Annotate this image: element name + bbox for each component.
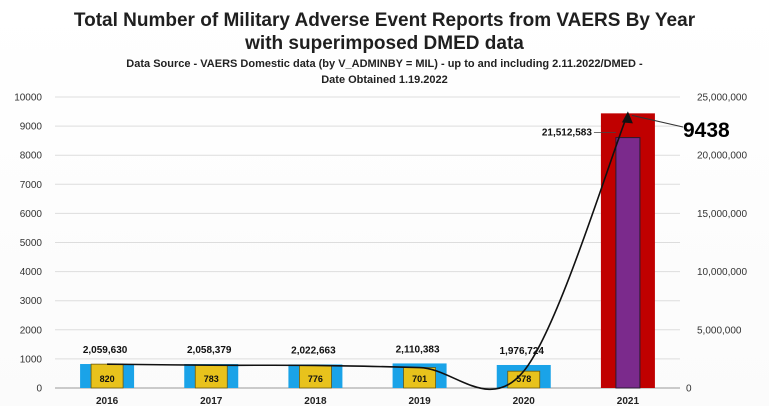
x-tick-label: 2019 bbox=[408, 396, 431, 406]
dmed-value-label: 2,058,379 bbox=[187, 345, 232, 356]
x-tick-label: 2021 bbox=[617, 396, 640, 406]
y-left-tick-label: 2000 bbox=[20, 325, 43, 336]
x-tick-label: 2017 bbox=[200, 396, 223, 406]
bar-dmed-2021 bbox=[615, 137, 641, 389]
y-right-tick-label: 0 bbox=[686, 384, 692, 395]
y-left-tick-label: 0 bbox=[36, 384, 42, 395]
chart-title-line2: with superimposed DMED data bbox=[245, 33, 524, 54]
vaers-value-label: 776 bbox=[308, 374, 323, 384]
y-right-tick-label: 20,000,000 bbox=[697, 151, 747, 162]
dmed-value-label: 2,110,383 bbox=[396, 344, 440, 355]
y-left-tick-label: 7000 bbox=[20, 180, 43, 191]
vaers-2021-value-label: 9438 bbox=[683, 119, 730, 142]
vaers-value-label: 578 bbox=[516, 374, 531, 384]
x-tick-label: 2016 bbox=[96, 396, 119, 406]
dmed-value-label: 2,059,630 bbox=[83, 345, 128, 356]
callout-leader bbox=[631, 114, 684, 128]
chart-subtitle-line2: Date Obtained 1.19.2022 bbox=[321, 74, 448, 86]
y-left-tick-label: 5000 bbox=[20, 238, 43, 249]
y-right-tick-label: 25,000,000 bbox=[697, 93, 747, 104]
y-left-tick-label: 6000 bbox=[20, 209, 43, 220]
y-left-tick-label: 3000 bbox=[20, 296, 43, 307]
chart-title: Total Number of Military Adverse Event R… bbox=[73, 10, 696, 31]
chart-subtitle: Data Source - VAERS Domestic data (by V_… bbox=[126, 58, 643, 70]
vaers-value-label: 783 bbox=[204, 374, 219, 384]
y-left-tick-label: 4000 bbox=[20, 267, 43, 278]
y-right-tick-label: 15,000,000 bbox=[697, 209, 747, 220]
vaers-value-label: 820 bbox=[100, 374, 115, 384]
vaers-trend-line bbox=[107, 113, 629, 391]
x-tick-label: 2020 bbox=[513, 396, 536, 406]
y-left-tick-label: 9000 bbox=[20, 122, 43, 133]
y-left-tick-label: 1000 bbox=[20, 354, 43, 365]
x-tick-label: 2018 bbox=[304, 396, 327, 406]
y-right-tick-label: 10,000,000 bbox=[697, 267, 747, 278]
y-right-tick-label: 5,000,000 bbox=[697, 325, 742, 336]
y-left-tick-label: 10000 bbox=[14, 93, 42, 104]
trend-arrowhead bbox=[621, 111, 633, 124]
y-left-tick-label: 8000 bbox=[20, 151, 43, 162]
dmed-value-label: 1,976,724 bbox=[500, 346, 545, 357]
dmed-value-label: 21,512,583 bbox=[542, 128, 592, 139]
dmed-value-label: 2,022,663 bbox=[291, 345, 336, 356]
vaers-value-label: 701 bbox=[412, 374, 427, 384]
